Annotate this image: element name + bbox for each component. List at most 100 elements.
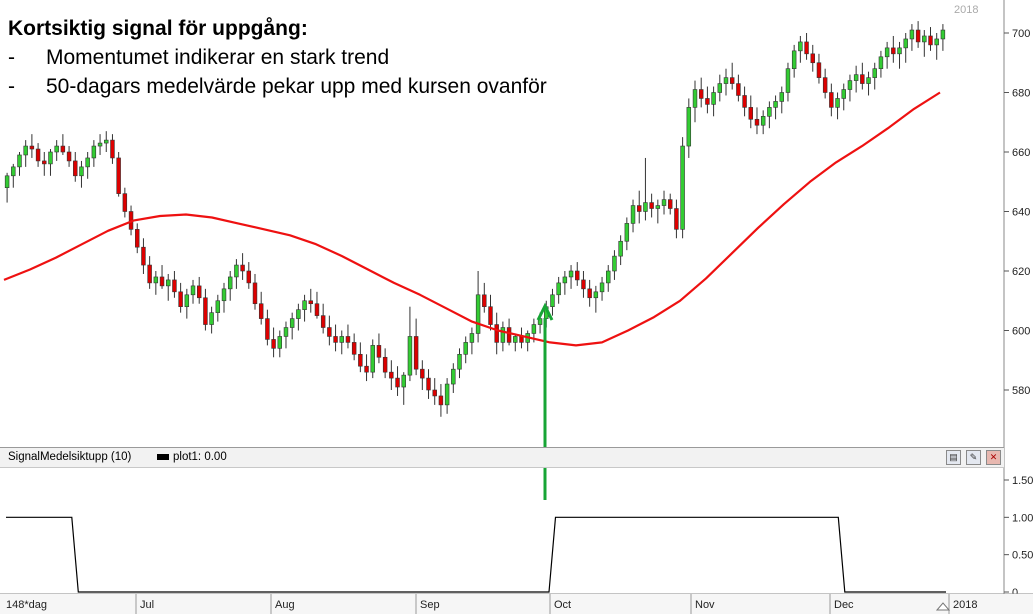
signal-arrow: [536, 302, 554, 500]
document-icon[interactable]: ▤: [946, 450, 961, 465]
date-label: 2018: [953, 599, 977, 611]
candle-body: [872, 68, 877, 78]
candle-body: [909, 29, 915, 40]
price-tick-label: 660: [1012, 147, 1030, 159]
candle-body: [816, 62, 822, 78]
candle-body: [606, 270, 611, 284]
candle-body: [928, 35, 933, 46]
candle-body: [17, 154, 22, 168]
candle-body: [4, 175, 10, 189]
candle-body: [438, 395, 444, 406]
candle-body: [785, 68, 791, 93]
candle-body: [519, 336, 524, 343]
candle-body: [190, 285, 196, 296]
candle-body: [296, 309, 301, 319]
candle-body: [705, 98, 710, 105]
candle-body: [754, 118, 760, 126]
candle-body: [426, 377, 431, 391]
candle-body: [35, 148, 41, 162]
candle-body: [302, 300, 307, 310]
candle-body: [723, 77, 729, 84]
legend-label: plot1: 0.00: [173, 451, 227, 463]
candle-body: [866, 77, 871, 84]
candle-body: [612, 255, 617, 272]
candle-body: [54, 145, 59, 153]
candle-body: [475, 294, 481, 334]
candle-body: [575, 270, 580, 281]
candle-body: [661, 199, 667, 206]
signal-tick-label: 0: [1012, 587, 1018, 599]
candle-body: [531, 324, 537, 334]
candle-body: [717, 83, 723, 93]
candles-group: [4, 21, 946, 417]
candle-body: [513, 336, 518, 343]
candle-body: [488, 306, 493, 325]
candle-body: [810, 53, 815, 64]
candle-body: [308, 300, 313, 305]
signal-axis: 0 0.50 1.00 1.50: [0, 475, 1033, 599]
candle-body: [748, 107, 754, 120]
candle-body: [822, 77, 828, 93]
candle-body: [147, 264, 152, 284]
candle-body: [289, 318, 295, 328]
candle-body: [798, 41, 803, 52]
candle-body: [692, 89, 698, 108]
price-axis: 580 600 620 640 660 680 700 2018: [954, 4, 1030, 397]
candle-body: [674, 208, 679, 230]
candle-body: [345, 336, 351, 343]
candle-body: [835, 98, 840, 108]
candle-body: [333, 336, 338, 343]
candle-body: [667, 199, 673, 209]
price-tick-label: 580: [1012, 385, 1030, 397]
candle-body: [884, 47, 890, 58]
candle-body: [934, 38, 939, 46]
signal-tick-label: 1.50: [1012, 475, 1033, 487]
price-panel: [1003, 0, 1005, 594]
candle-body: [860, 74, 865, 84]
candle-body: [29, 145, 35, 150]
candle-body: [698, 89, 704, 99]
year-corner-label: 2018: [954, 4, 978, 16]
candle-body: [389, 371, 394, 379]
annotation-bullet: - 50-dagars medelvärde pekar upp med kurs…: [8, 72, 547, 101]
wrench-icon[interactable]: ✎: [966, 450, 981, 465]
candle-body: [891, 47, 896, 55]
candle-body: [853, 74, 859, 81]
candle-body: [599, 282, 605, 293]
candle-body: [227, 276, 233, 290]
candle-body: [686, 107, 692, 147]
arrow-head: [536, 302, 554, 321]
candle-body: [791, 50, 797, 69]
annotation-box: Kortsiktig signal för uppgång: - Momentum…: [8, 14, 547, 101]
candle-body: [618, 240, 623, 257]
date-axis-bg: [0, 594, 1033, 614]
bullet-text: 50-dagars medelvärde pekar upp med kurse…: [46, 75, 547, 98]
candle-body: [804, 41, 809, 55]
candle-body: [940, 29, 946, 40]
date-label: Aug: [275, 599, 295, 611]
candle-body: [141, 246, 146, 266]
candle-body: [314, 303, 320, 316]
candle-body: [79, 166, 84, 177]
candle-body: [265, 318, 270, 340]
candle-body: [358, 353, 363, 367]
date-axis: 148*dag Jul Aug Sep Oct Nov Dec 2018: [0, 594, 1033, 614]
candle-body: [649, 202, 654, 209]
candle-body: [48, 151, 53, 165]
candle-body: [11, 166, 16, 177]
candle-body: [915, 29, 921, 43]
candle-body: [135, 229, 140, 248]
candle-body: [184, 294, 190, 307]
candle-body: [116, 157, 121, 194]
candle-body: [382, 356, 388, 373]
candle-body: [246, 270, 252, 284]
candle-body: [104, 139, 109, 144]
candle-body: [643, 202, 648, 212]
candle-body: [469, 333, 475, 343]
date-label: 148*dag: [6, 599, 47, 611]
indicator-legend: plot1: 0.00: [157, 451, 227, 463]
close-icon[interactable]: ✕: [986, 450, 1001, 465]
candle-body: [482, 294, 487, 307]
price-tick-label: 600: [1012, 326, 1030, 338]
